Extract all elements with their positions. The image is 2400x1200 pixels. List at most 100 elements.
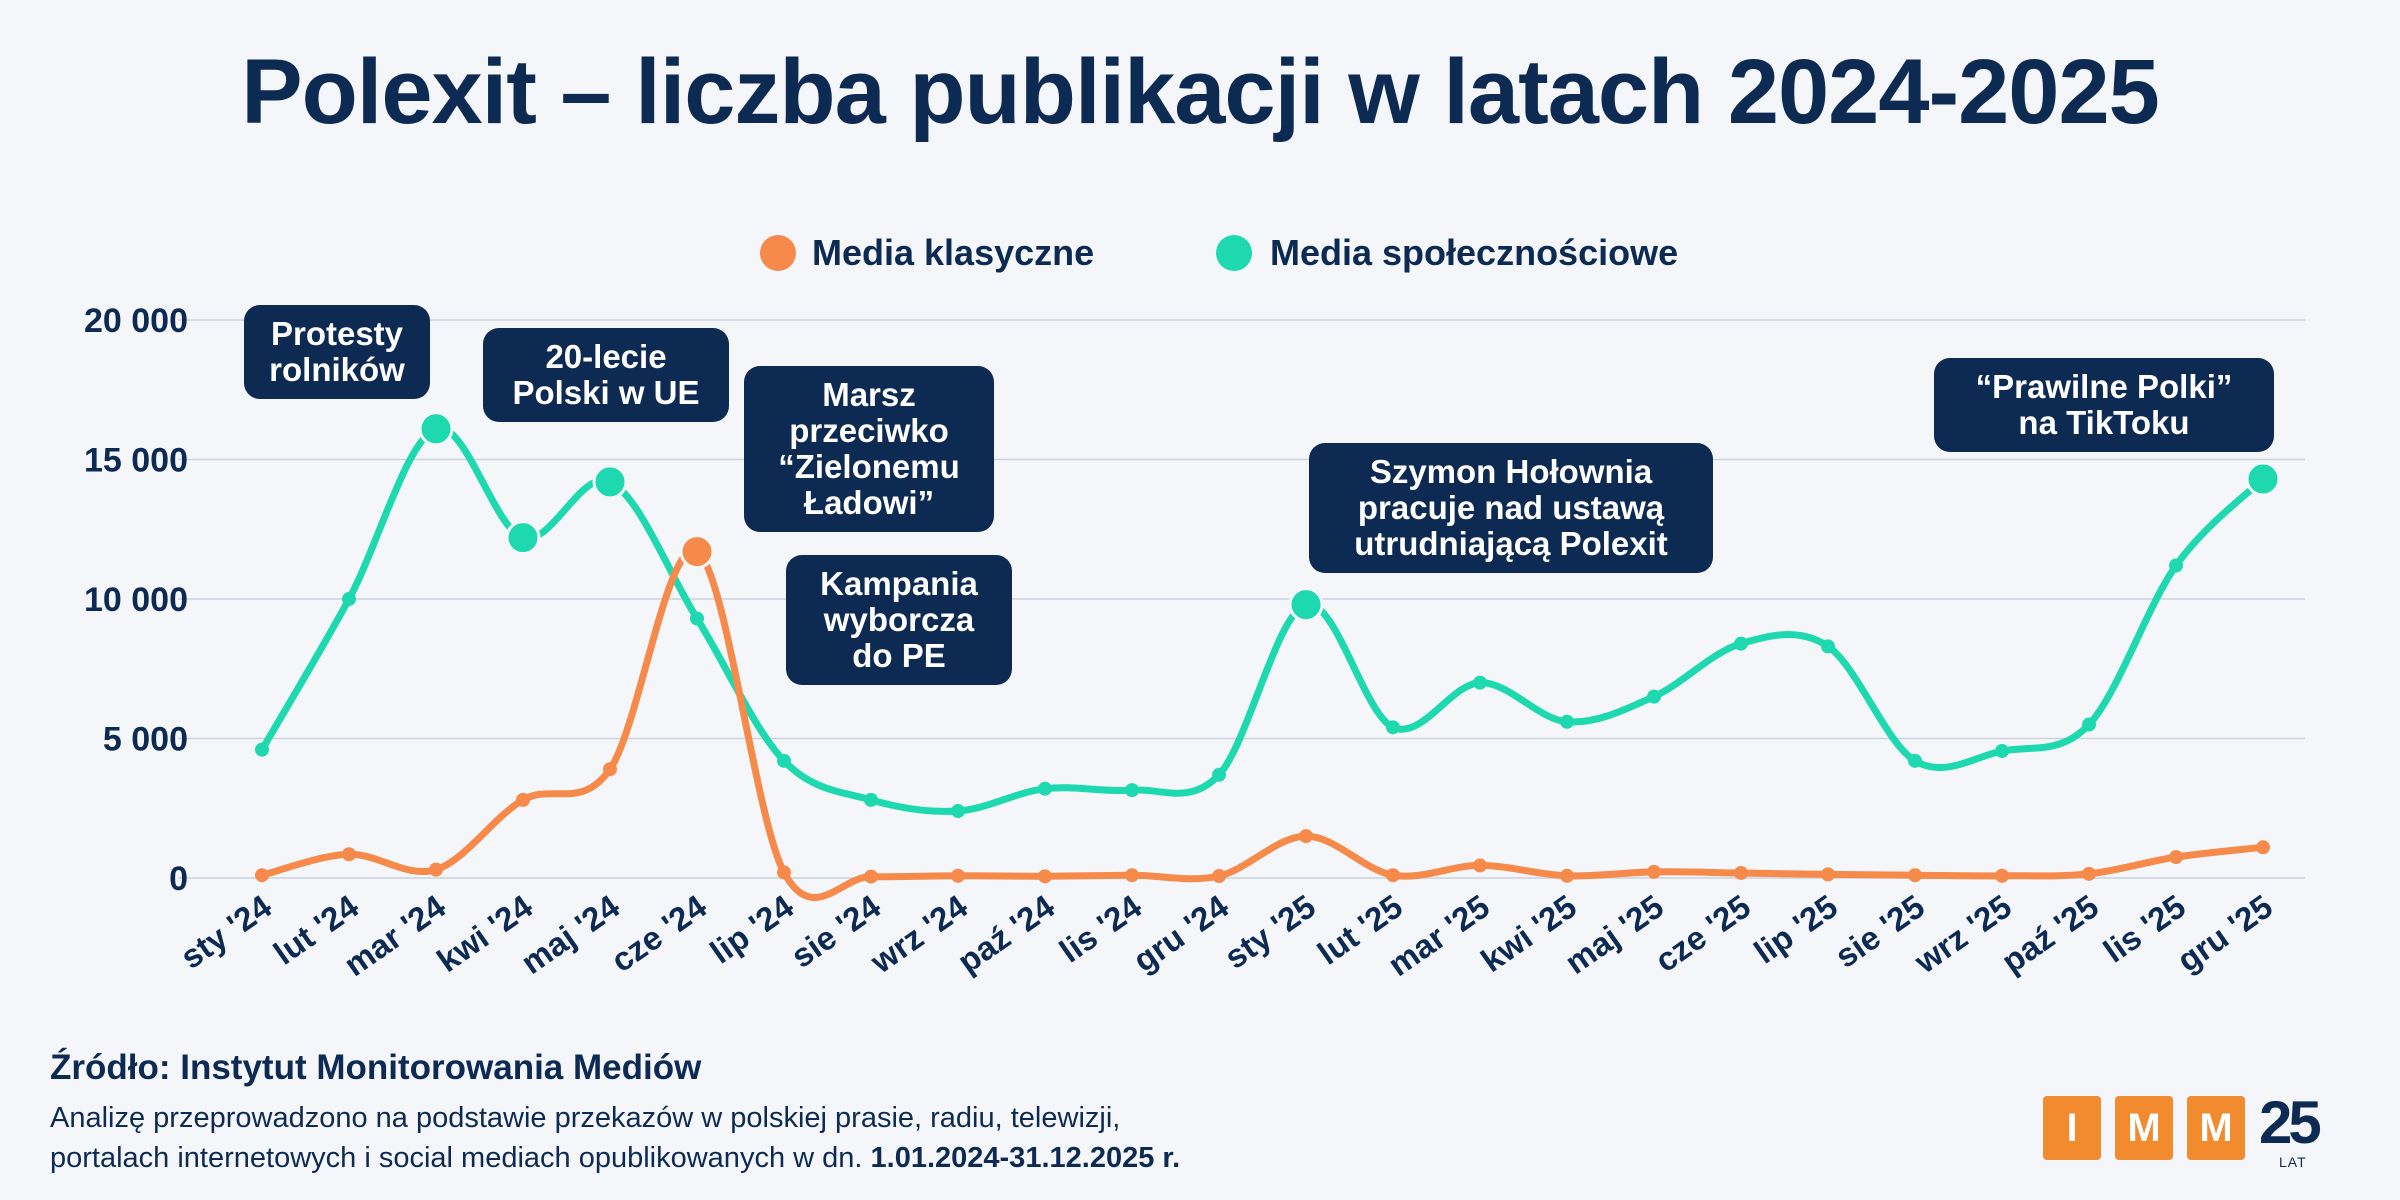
legend-label-social: Media społecznościowe (1270, 232, 1678, 273)
data-point-classic (1821, 867, 1835, 882)
data-point-social (1125, 783, 1139, 798)
x-tick-label: gru '24 (1126, 887, 1235, 979)
annotation-text: Marsz przeciwko “Zielonemu Ładowi” (778, 376, 960, 521)
x-tick-label: wrz '24 (863, 887, 975, 981)
data-point-classic (1647, 864, 1661, 879)
highlight-point-social (505, 520, 541, 556)
legend-item-classic: Media klasyczne (760, 232, 1094, 273)
series-line-social (258, 424, 2267, 815)
x-tick-label: maj '24 (514, 887, 626, 981)
series-lines (258, 424, 2267, 901)
data-point-social (864, 792, 878, 807)
legend-marker-social (1216, 235, 1252, 271)
data-point-social (342, 592, 356, 606)
data-point-classic (1038, 869, 1052, 884)
annotation-line: utrudniającą Polexit (1354, 525, 1668, 562)
data-point-classic (864, 869, 878, 884)
y-tick-label: 15 000 (84, 442, 188, 480)
y-tick-label: 0 (169, 860, 188, 898)
data-point-social (1908, 753, 1922, 768)
annotation-line: na TikToku (2018, 404, 2189, 441)
data-point-classic (255, 868, 269, 883)
highlight-point-social (2245, 461, 2281, 497)
data-point-social (1995, 744, 2009, 759)
x-tick-label: kwi '25 (1474, 887, 1583, 979)
data-point-classic (603, 762, 617, 777)
data-point-social (255, 742, 269, 757)
series-line-classic (258, 547, 2267, 901)
annotation-line: pracuje nad ustawą (1358, 489, 1665, 526)
note-line-1: Analizę przeprowadzono na podstawie prze… (50, 1102, 1121, 1134)
series-points (255, 411, 2281, 884)
data-point-classic (342, 847, 356, 862)
annotation-box (244, 305, 430, 399)
data-point-classic (1995, 868, 2009, 883)
logo-letter-i: I (2043, 1096, 2101, 1160)
data-point-social (1212, 767, 1226, 782)
annotation-line: Marsz (822, 376, 916, 413)
data-point-classic (1908, 868, 1922, 883)
data-point-social (2082, 717, 2096, 732)
logo-letter-m1: M (2115, 1096, 2173, 1160)
data-point-classic (2169, 850, 2183, 865)
source-label: Źródło: Instytut Monitorowania Mediów (50, 1048, 702, 1087)
annotation-box (1934, 358, 2274, 452)
annotation-line: wyborcza (823, 601, 975, 638)
x-tick-label: maj '25 (1558, 887, 1670, 981)
data-point-classic (516, 792, 530, 807)
annotation-box (1309, 443, 1713, 573)
data-point-classic (1473, 858, 1487, 873)
data-point-social (777, 753, 791, 768)
annotation-box (744, 366, 994, 532)
data-point-classic (777, 865, 791, 880)
note-line-2: portalach internetowych i social mediach… (50, 1142, 863, 1174)
methodology-note: Analizę przeprowadzono na podstawie prze… (50, 1098, 1550, 1178)
data-point-social (1821, 639, 1835, 654)
data-point-classic (1560, 868, 1574, 883)
y-tick-label: 5 000 (103, 721, 188, 759)
x-tick-label: mar '24 (337, 887, 452, 983)
annotation-line: Polski w UE (512, 374, 699, 411)
annotation-label: “Prawilne Polki” na TikToku (1934, 358, 2274, 452)
annotation-label: Kampania wyborcza do PE (786, 555, 1012, 685)
legend-item-social: Media społecznościowe (1216, 232, 1678, 273)
annotation-line: 20-lecie (545, 338, 666, 375)
annotation-label: Protesty rolników (244, 305, 430, 399)
annotation-box (483, 328, 729, 422)
data-point-classic (429, 862, 443, 877)
annotation-text: “Prawilne Polki” na TikToku (1976, 368, 2233, 441)
data-point-social (1560, 714, 1574, 729)
annotation-line: “Zielonemu (778, 448, 960, 485)
annotation-line: rolników (269, 351, 405, 388)
x-tick-label: lip '24 (703, 887, 800, 971)
annotation-label: Szymon Hołownia pracuje nad ustawą utrudni… (1309, 443, 1713, 573)
x-tick-label: cze '24 (604, 887, 713, 979)
annotations: Protesty rolników 20-lecie Polski w UE Marsz… (244, 305, 2274, 685)
data-point-classic (1299, 829, 1313, 844)
data-point-classic (951, 868, 965, 883)
note-dates: 1.01.2024-31.12.2025 r. (870, 1142, 1181, 1174)
y-tick-label: 20 000 (84, 302, 188, 340)
data-point-social (2169, 558, 2183, 573)
x-tick-label: wrz '25 (1907, 887, 2018, 980)
annotation-text: Protesty rolników (269, 315, 405, 388)
data-point-classic (1386, 868, 1400, 883)
data-point-social (951, 804, 965, 819)
logo-years: 25 (2259, 1089, 2322, 1156)
x-tick-label: paź '24 (951, 887, 1062, 980)
data-point-classic (1734, 865, 1748, 880)
legend-marker-classic (760, 235, 796, 271)
data-point-classic (1125, 868, 1139, 883)
annotation-text: Kampania wyborcza do PE (820, 565, 978, 674)
data-point-social (1386, 720, 1400, 735)
annotation-line: przeciwko (789, 412, 949, 449)
legend-label-classic: Media klasyczne (812, 232, 1094, 273)
y-tick-label: 10 000 (84, 581, 188, 619)
data-point-social (1038, 781, 1052, 796)
annotation-text: 20-lecie Polski w UE (512, 338, 699, 411)
highlight-point-social (1288, 587, 1324, 623)
x-tick-label: paź '25 (1995, 887, 2105, 980)
annotation-label: Marsz przeciwko “Zielonemu Ładowi” (744, 366, 994, 532)
